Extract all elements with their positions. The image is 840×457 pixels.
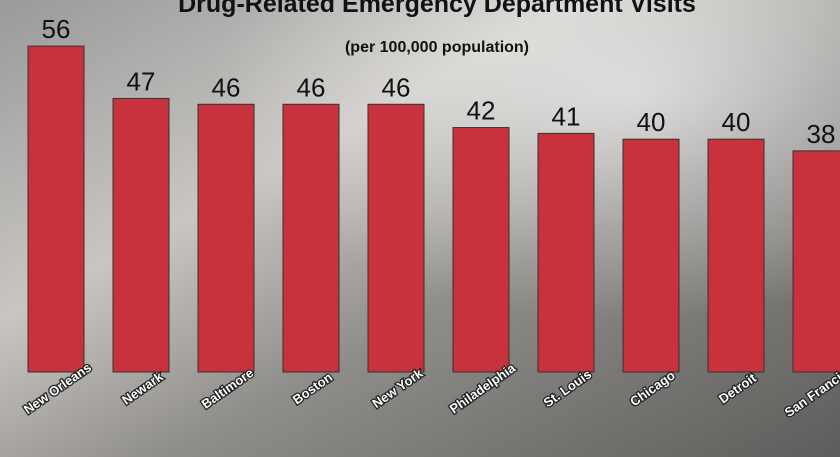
bar — [622, 138, 680, 373]
value-label: 47 — [127, 66, 156, 96]
value-label: 40 — [722, 107, 751, 137]
value-label: 46 — [382, 72, 411, 102]
bar — [367, 103, 425, 373]
bar — [792, 150, 840, 373]
bar — [282, 103, 340, 373]
value-label: 42 — [467, 96, 496, 126]
bar — [197, 103, 255, 373]
bar — [537, 132, 595, 373]
value-label: 40 — [637, 107, 666, 137]
bar — [452, 127, 510, 373]
value-label: 56 — [42, 14, 71, 44]
chart-subtitle: (per 100,000 population) — [345, 39, 529, 56]
value-label: 38 — [807, 119, 836, 149]
value-label: 41 — [552, 101, 581, 131]
value-label: 46 — [297, 72, 326, 102]
bar — [27, 45, 85, 373]
bar — [112, 97, 170, 373]
chart-title: Drug-Related Emergency Department Visits — [178, 0, 696, 18]
value-label: 46 — [212, 72, 241, 102]
bar — [707, 138, 765, 373]
